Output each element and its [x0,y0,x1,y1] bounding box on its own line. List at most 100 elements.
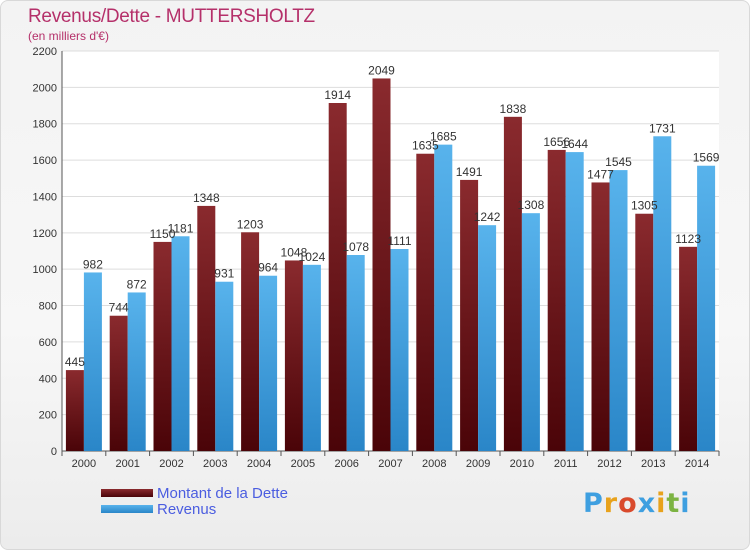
bar-debt [372,78,391,452]
data-label-revenue: 1685 [430,130,457,144]
x-tick-label: 2010 [510,458,534,470]
y-tick-label: 2000 [33,82,57,94]
data-label-revenue: 1111 [387,234,411,248]
logo-letter: x [637,488,657,519]
logo-letter: i [656,488,667,519]
y-tick-label: 200 [39,410,57,422]
data-label-debt: 1491 [456,165,483,179]
x-tick-label: 2004 [247,458,271,470]
bar-debt [416,153,435,451]
y-tick-label: 1000 [33,264,57,276]
bar-revenue [565,152,584,451]
data-label-revenue: 1569 [693,151,720,165]
data-label-debt: 1150 [150,227,176,241]
data-label-revenue: 1731 [649,121,676,135]
bar-debt [284,260,303,451]
data-label-revenue: 982 [83,257,103,271]
data-label-debt: 1914 [324,88,351,102]
bar-revenue [390,249,409,451]
data-label-debt: 1348 [193,191,220,205]
data-label-debt: 1656 [543,135,570,149]
x-tick-label: 2011 [554,458,578,470]
x-tick-label: 2005 [291,458,315,470]
bar-revenue [653,136,672,452]
x-tick-label: 2009 [466,458,490,470]
bars [65,78,716,452]
bar-revenue [302,264,321,451]
data-label-debt: 744 [109,301,129,315]
data-label-debt: 1635 [412,139,439,153]
bar-debt [65,370,84,451]
bar-revenue [346,255,365,451]
data-label-revenue: 1024 [299,250,326,264]
chart-subtitle: (en milliers d'€) [28,29,109,43]
data-label-debt: 1477 [587,167,614,181]
data-label-debt: 1305 [631,199,658,213]
y-tick-label: 1800 [33,119,57,131]
legend-label-debt: Montant de la Dette [157,485,288,502]
logo-letter: i [680,488,691,519]
x-tick-label: 2012 [597,458,621,470]
bar-revenue [171,236,190,451]
x-tick-label: 2006 [334,458,358,470]
data-label-revenue: 1644 [561,137,588,151]
data-label-revenue: 931 [214,267,234,281]
y-tick-labels: 0 200 400 600 800 1000 1200 1400 1600 1800 2000 220… [33,46,57,458]
bar-debt [635,213,654,451]
bar-debt [503,116,522,452]
logo-letter: r [603,488,619,519]
bar-debt [328,103,347,451]
data-label-revenue: 1078 [342,240,369,254]
x-tick-label: 2001 [115,458,139,470]
y-tick-label: 400 [39,373,57,385]
bar-debt [241,232,260,451]
bar-revenue [478,225,497,451]
bar-revenue [83,272,102,451]
y-tick-label: 1200 [33,228,57,240]
chart-title: Revenus/Dette - MUTTERSHOLTZ [28,6,315,27]
data-label-revenue: 1545 [605,155,632,169]
data-label-revenue: 1308 [518,198,545,212]
bar-revenue [127,292,146,451]
bar-debt [460,179,479,451]
y-tick-label: 600 [39,337,57,349]
data-label-revenue: 1181 [168,221,194,235]
y-tick-label: 1400 [33,191,57,203]
bar-revenue [215,281,234,451]
data-label-debt: 1123 [675,232,701,246]
bar-debt [153,241,172,451]
bar-revenue [259,275,278,451]
legend-swatch-revenue [101,505,153,513]
data-label-debt: 1203 [237,217,264,231]
data-label-debt: 1838 [500,102,527,116]
y-tick-label: 1600 [33,155,57,167]
data-label-revenue: 872 [127,277,147,291]
x-tick-label: 2007 [378,458,402,470]
bar-revenue [521,213,540,451]
bar-debt [591,182,610,452]
x-tick-label: 2002 [159,458,183,470]
bar-debt [197,205,216,451]
data-label-revenue: 964 [258,261,278,275]
logo-letter: o [618,488,638,519]
legend-label-revenue: Revenus [157,501,217,518]
y-tick-label: 2200 [33,46,57,58]
legend-swatch-debt [101,489,153,497]
data-labels: 4459827448721150118113489311203964104810… [65,63,720,369]
y-tick-label: 0 [51,446,57,458]
bar-debt [109,315,128,451]
x-tick-labels: 2000 2001 2002 2003 2004 2005 2006 2007 2008 2009… [72,458,710,470]
x-tick-label: 2014 [685,458,709,470]
data-label-debt: 445 [65,355,85,369]
logo-letter: P [583,488,604,519]
bar-revenue [697,165,716,451]
bar-debt [679,246,698,451]
bar-debt [547,149,566,451]
x-tick-label: 2003 [203,458,227,470]
x-tick-label: 2008 [422,458,446,470]
data-label-debt: 1048 [281,245,308,259]
data-label-revenue: 1242 [474,210,501,224]
bar-revenue [434,144,453,452]
